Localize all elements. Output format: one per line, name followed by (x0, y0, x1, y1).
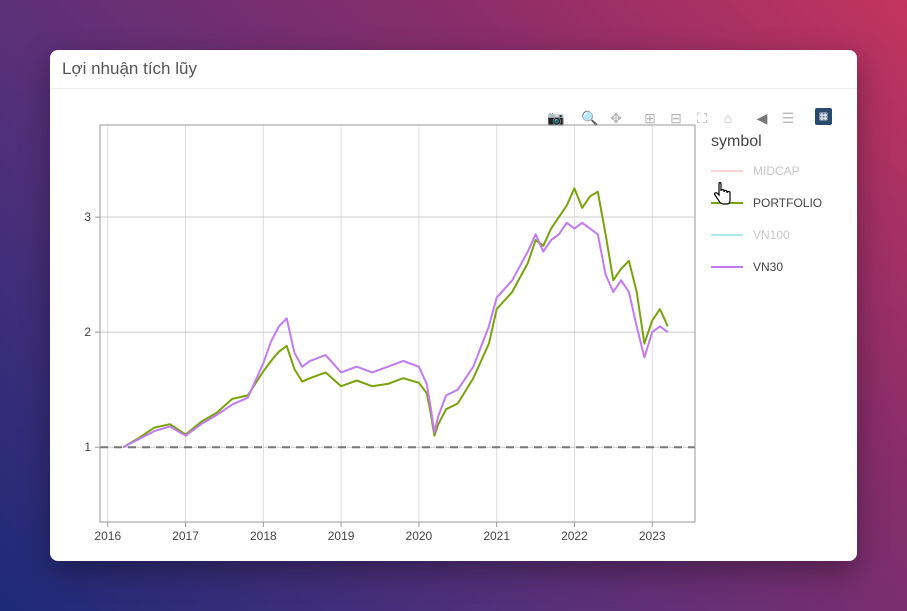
axes (99, 124, 696, 523)
legend-title: symbol (711, 133, 762, 150)
x-tick-label: 2023 (639, 529, 666, 543)
camera-icon[interactable]: 📷 (547, 109, 565, 126)
hover-closest-icon[interactable]: ◀ (756, 109, 768, 126)
hand-cursor-icon (714, 182, 731, 205)
legend: symbol MIDCAP PORTFOLIO VN100 VN30 (711, 133, 822, 283)
series-lines (122, 187, 669, 449)
plot-frame (99, 124, 696, 523)
series-line-vn30 (122, 221, 669, 449)
legend-item-vn30[interactable]: VN30 (711, 251, 822, 283)
zoom-out-icon[interactable]: ⊟ (670, 109, 682, 126)
y-tick-label: 3 (84, 210, 91, 224)
legend-swatch-vn100 (711, 234, 743, 236)
x-tick-label: 2016 (94, 529, 121, 543)
legend-label-vn100: VN100 (753, 228, 790, 242)
legend-item-vn100[interactable]: VN100 (711, 219, 822, 251)
hover-compare-icon[interactable]: ☰ (781, 109, 795, 126)
pan-icon[interactable]: ✥ (610, 109, 622, 126)
legend-label-midcap: MIDCAP (753, 164, 800, 178)
legend-swatch-midcap (711, 170, 743, 172)
y-tick-label: 1 (84, 440, 91, 454)
modebar: 📷 🔍 ✥ ⊞ ⊟ ⛶ ⌂ ◀ ☰ ▦ (545, 108, 836, 128)
chart-card: Lợi nhuận tích lũy 📷 🔍 ✥ ⊞ ⊟ ⛶ ⌂ ◀ ☰ ▦ 2… (50, 50, 857, 561)
x-tick-label: 2021 (483, 529, 510, 543)
legend-item-midcap[interactable]: MIDCAP (711, 155, 822, 187)
grid-lines (100, 125, 695, 522)
legend-swatch-vn30 (711, 266, 743, 268)
series-line-portfolio (122, 187, 669, 449)
card-header: Lợi nhuận tích lũy (50, 50, 857, 89)
legend-label-vn30: VN30 (753, 260, 784, 274)
plot-area[interactable]: 2016 2017 2018 2019 2020 2021 2022 2023 1 2 3 (50, 50, 857, 561)
card-title: Lợi nhuận tích lũy (62, 59, 197, 78)
zoom-in-icon[interactable]: ⊞ (644, 109, 656, 126)
y-ticks: 1 2 3 (84, 210, 100, 454)
x-tick-label: 2018 (250, 529, 277, 543)
x-tick-label: 2017 (172, 529, 199, 543)
reset-axes-icon[interactable]: ⌂ (723, 110, 733, 126)
legend-label-portfolio: PORTFOLIO (753, 196, 823, 210)
x-ticks: 2016 2017 2018 2019 2020 2021 2022 2023 (94, 522, 666, 543)
x-tick-label: 2020 (406, 529, 433, 543)
plotly-logo-icon[interactable]: ▦ (815, 108, 832, 125)
x-tick-label: 2019 (328, 529, 355, 543)
y-tick-label: 2 (84, 325, 91, 339)
x-tick-label: 2022 (561, 529, 588, 543)
zoom-icon[interactable]: 🔍 (581, 109, 599, 126)
autoscale-icon[interactable]: ⛶ (697, 109, 707, 126)
